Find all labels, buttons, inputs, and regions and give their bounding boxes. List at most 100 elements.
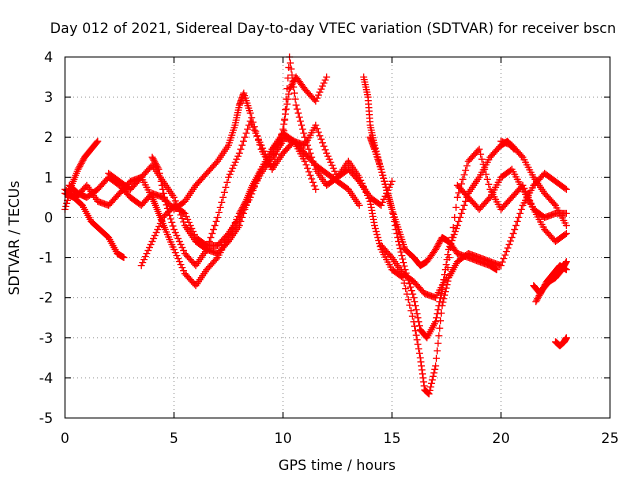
- data-point: [501, 251, 509, 259]
- data-point: [264, 156, 272, 164]
- x-tick-label: 25: [601, 431, 619, 447]
- data-point: [290, 89, 298, 97]
- data-point: [156, 173, 164, 181]
- data-point: [153, 162, 161, 170]
- data-point: [304, 164, 312, 172]
- data-point: [374, 234, 382, 241]
- data-point: [306, 171, 314, 179]
- data-point: [433, 347, 441, 355]
- data-point: [398, 252, 406, 260]
- data-point: [314, 91, 322, 99]
- data-point: [178, 214, 186, 222]
- data-point: [389, 209, 397, 217]
- data-point: [362, 188, 370, 196]
- data-point: [150, 235, 158, 243]
- data-point: [414, 314, 422, 322]
- data-point: [163, 204, 171, 212]
- data-point: [233, 155, 241, 163]
- data-point: [257, 141, 265, 149]
- data-point: [517, 152, 525, 160]
- data-point: [323, 73, 331, 81]
- data-point: [170, 246, 178, 254]
- data-point: [452, 203, 460, 211]
- data-point: [180, 247, 188, 255]
- data-point: [485, 195, 493, 203]
- data-point: [447, 244, 455, 252]
- data-point: [244, 125, 252, 133]
- data-point: [371, 221, 379, 229]
- data-point: [411, 298, 419, 306]
- data-point: [509, 229, 517, 237]
- data-point: [482, 170, 490, 178]
- data-point: [380, 177, 388, 185]
- data-point: [171, 228, 179, 236]
- data-point: [305, 168, 313, 176]
- data-point: [63, 199, 71, 207]
- data-point: [312, 185, 320, 193]
- data-point: [387, 252, 395, 260]
- data-point: [295, 113, 303, 121]
- data-point: [534, 293, 542, 301]
- data-point: [448, 234, 456, 241]
- data-point: [155, 165, 163, 173]
- data-point: [562, 185, 570, 193]
- data-point: [185, 218, 193, 226]
- data-point: [532, 298, 540, 306]
- data-point: [445, 254, 453, 262]
- data-point: [175, 258, 183, 266]
- y-tick-label: -3: [39, 331, 53, 347]
- data-point: [253, 132, 261, 140]
- data-point: [208, 229, 216, 237]
- data-point: [139, 259, 147, 267]
- data-point: [498, 258, 506, 266]
- data-point: [444, 251, 452, 259]
- data-point: [435, 332, 443, 340]
- data-point: [437, 309, 445, 317]
- data-point: [148, 153, 156, 161]
- data-point: [189, 227, 197, 235]
- data-point: [283, 85, 291, 93]
- data-point: [174, 255, 182, 263]
- data-point: [434, 339, 442, 347]
- data-point: [381, 180, 389, 188]
- data-point: [214, 213, 222, 221]
- data-point: [436, 238, 444, 246]
- data-point: [462, 197, 470, 205]
- data-point: [170, 225, 178, 233]
- data-point: [212, 159, 220, 167]
- data-point: [293, 105, 301, 113]
- data-point: [248, 190, 256, 198]
- data-point: [309, 157, 317, 165]
- data-point: [403, 290, 411, 298]
- data-point: [459, 205, 467, 213]
- series-12: [497, 137, 570, 229]
- series-5: [137, 121, 374, 270]
- data-point: [397, 248, 405, 256]
- data-point: [561, 184, 569, 192]
- data-point: [168, 218, 176, 226]
- data-point: [457, 209, 465, 217]
- data-point: [561, 230, 569, 238]
- data-point: [516, 209, 524, 217]
- data-point: [408, 312, 416, 320]
- data-point: [363, 191, 371, 199]
- data-point: [288, 71, 296, 79]
- data-point: [453, 193, 461, 201]
- data-point: [535, 292, 543, 300]
- data-point: [455, 217, 463, 225]
- data-point: [184, 215, 192, 223]
- data-point: [485, 180, 493, 188]
- data-point: [365, 194, 373, 202]
- data-point: [432, 244, 440, 252]
- data-point: [358, 179, 366, 187]
- data-point: [175, 238, 183, 246]
- data-point: [390, 217, 398, 225]
- data-point: [261, 150, 269, 158]
- data-point: [173, 231, 181, 239]
- y-axis-label: SDTVAR / TECUs: [7, 181, 23, 296]
- data-point: [226, 170, 234, 178]
- data-point: [534, 295, 542, 303]
- data-point: [317, 85, 325, 93]
- data-point: [94, 137, 102, 145]
- data-point: [415, 345, 423, 353]
